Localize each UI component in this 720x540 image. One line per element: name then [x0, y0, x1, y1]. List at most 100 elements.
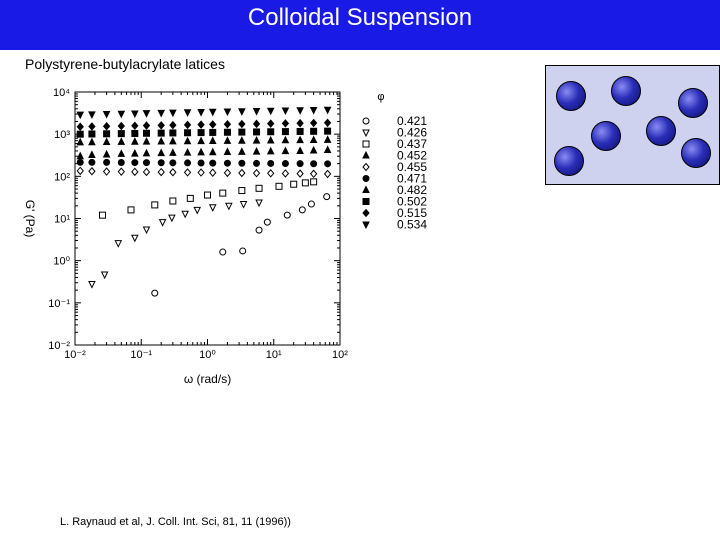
data-point-0.437 [169, 197, 177, 205]
legend-marker [362, 208, 370, 218]
data-point-0.534 [266, 107, 275, 116]
data-point-0.515 [102, 121, 111, 131]
data-point-0.452 [157, 148, 166, 157]
data-point-0.452 [281, 146, 290, 155]
x-tick-label: 10¹ [266, 349, 282, 361]
data-point-0.515 [76, 122, 84, 132]
data-point-0.471 [324, 160, 332, 168]
legend-entry: 0.515 [397, 206, 427, 220]
data-point-0.452 [197, 147, 205, 156]
legend-marker [362, 185, 370, 193]
data-point-0.455 [131, 167, 139, 177]
y-tick-label: 10⁻² [48, 340, 70, 352]
legend-marker [362, 129, 370, 138]
data-point-0.421 [151, 289, 159, 297]
data-point-0.455 [142, 167, 151, 177]
data-point-0.515 [323, 118, 332, 128]
data-point-0.471 [117, 158, 125, 166]
data-point-0.452 [252, 147, 261, 155]
data-point-0.426 [100, 271, 109, 280]
data-point-0.455 [183, 168, 192, 177]
data-point-0.534 [238, 108, 246, 116]
data-point-0.455 [281, 169, 290, 178]
data-point-0.515 [117, 121, 125, 131]
data-point-0.471 [157, 159, 165, 167]
data-point-0.482 [223, 136, 232, 144]
data-point-0.471 [310, 160, 318, 168]
y-axis-label: G' (Pa) [23, 200, 37, 238]
data-point-0.534 [102, 111, 111, 119]
data-point-0.426 [181, 210, 189, 219]
data-point-0.455 [323, 169, 332, 179]
data-point-0.455 [88, 166, 96, 176]
data-point-0.455 [102, 167, 111, 176]
data-point-0.426 [131, 234, 139, 243]
data-point-0.437 [238, 187, 246, 195]
particle [681, 138, 711, 168]
data-point-0.482 [309, 135, 318, 144]
legend-marker [362, 140, 370, 148]
particle [678, 88, 708, 118]
legend-marker [362, 198, 370, 205]
data-point-0.452 [131, 149, 139, 157]
x-tick-label: 10⁰ [199, 349, 216, 361]
data-point-0.437 [290, 180, 298, 188]
data-point-0.437 [275, 182, 283, 190]
data-point-0.452 [223, 147, 232, 155]
data-point-0.482 [102, 137, 111, 146]
data-point-0.482 [183, 136, 192, 145]
data-point-0.482 [142, 137, 151, 145]
data-point-0.426 [168, 214, 176, 223]
x-tick-label: 10⁻¹ [130, 349, 152, 361]
data-point-0.482 [252, 135, 261, 144]
data-point-0.502 [281, 128, 289, 136]
data-point-0.452 [102, 149, 111, 158]
data-point-0.502 [310, 127, 318, 135]
data-point-0.534 [169, 109, 177, 118]
data-point-0.482 [266, 135, 275, 144]
data-point-0.455 [252, 168, 261, 178]
data-point-0.437 [204, 191, 211, 199]
data-point-0.515 [223, 119, 232, 129]
data-point-0.515 [238, 119, 246, 129]
data-point-0.471 [184, 159, 192, 167]
data-point-0.452 [296, 146, 304, 154]
particle [646, 116, 676, 146]
data-point-0.482 [157, 136, 166, 145]
data-point-0.421 [219, 248, 227, 256]
data-point-0.515 [281, 119, 290, 128]
data-point-0.471 [103, 158, 111, 166]
y-tick-label: 10³ [54, 129, 70, 141]
data-point-0.482 [131, 137, 139, 145]
data-point-0.437 [255, 184, 263, 192]
data-point-0.471 [281, 160, 289, 168]
data-point-0.455 [267, 169, 275, 178]
data-point-0.502 [157, 129, 165, 137]
chart-subtitle: Polystyrene-butylacrylate latices [25, 56, 225, 72]
data-point-0.426 [255, 199, 263, 208]
data-point-0.534 [223, 108, 232, 117]
data-point-0.452 [169, 148, 177, 156]
legend-entry: 0.437 [397, 137, 427, 151]
data-point-0.482 [76, 137, 85, 146]
particle [554, 146, 584, 176]
legend-marker [362, 175, 370, 182]
data-point-0.426 [239, 201, 248, 209]
data-point-0.437 [151, 201, 159, 209]
data-point-0.515 [169, 120, 177, 130]
data-point-0.515 [209, 120, 217, 129]
data-point-0.502 [103, 130, 111, 138]
data-point-0.455 [157, 167, 165, 177]
data-point-0.502 [142, 129, 150, 137]
data-point-0.437 [186, 194, 194, 202]
legend-entry: 0.426 [397, 126, 427, 140]
data-point-0.471 [267, 159, 275, 167]
data-point-0.534 [131, 110, 139, 119]
legend-entry: 0.482 [397, 183, 427, 197]
data-point-0.471 [76, 158, 84, 166]
data-point-0.534 [117, 110, 126, 119]
data-point-0.502 [296, 127, 304, 135]
data-point-0.515 [183, 120, 192, 130]
data-point-0.452 [183, 148, 192, 156]
y-tick-label: 10² [54, 171, 70, 183]
